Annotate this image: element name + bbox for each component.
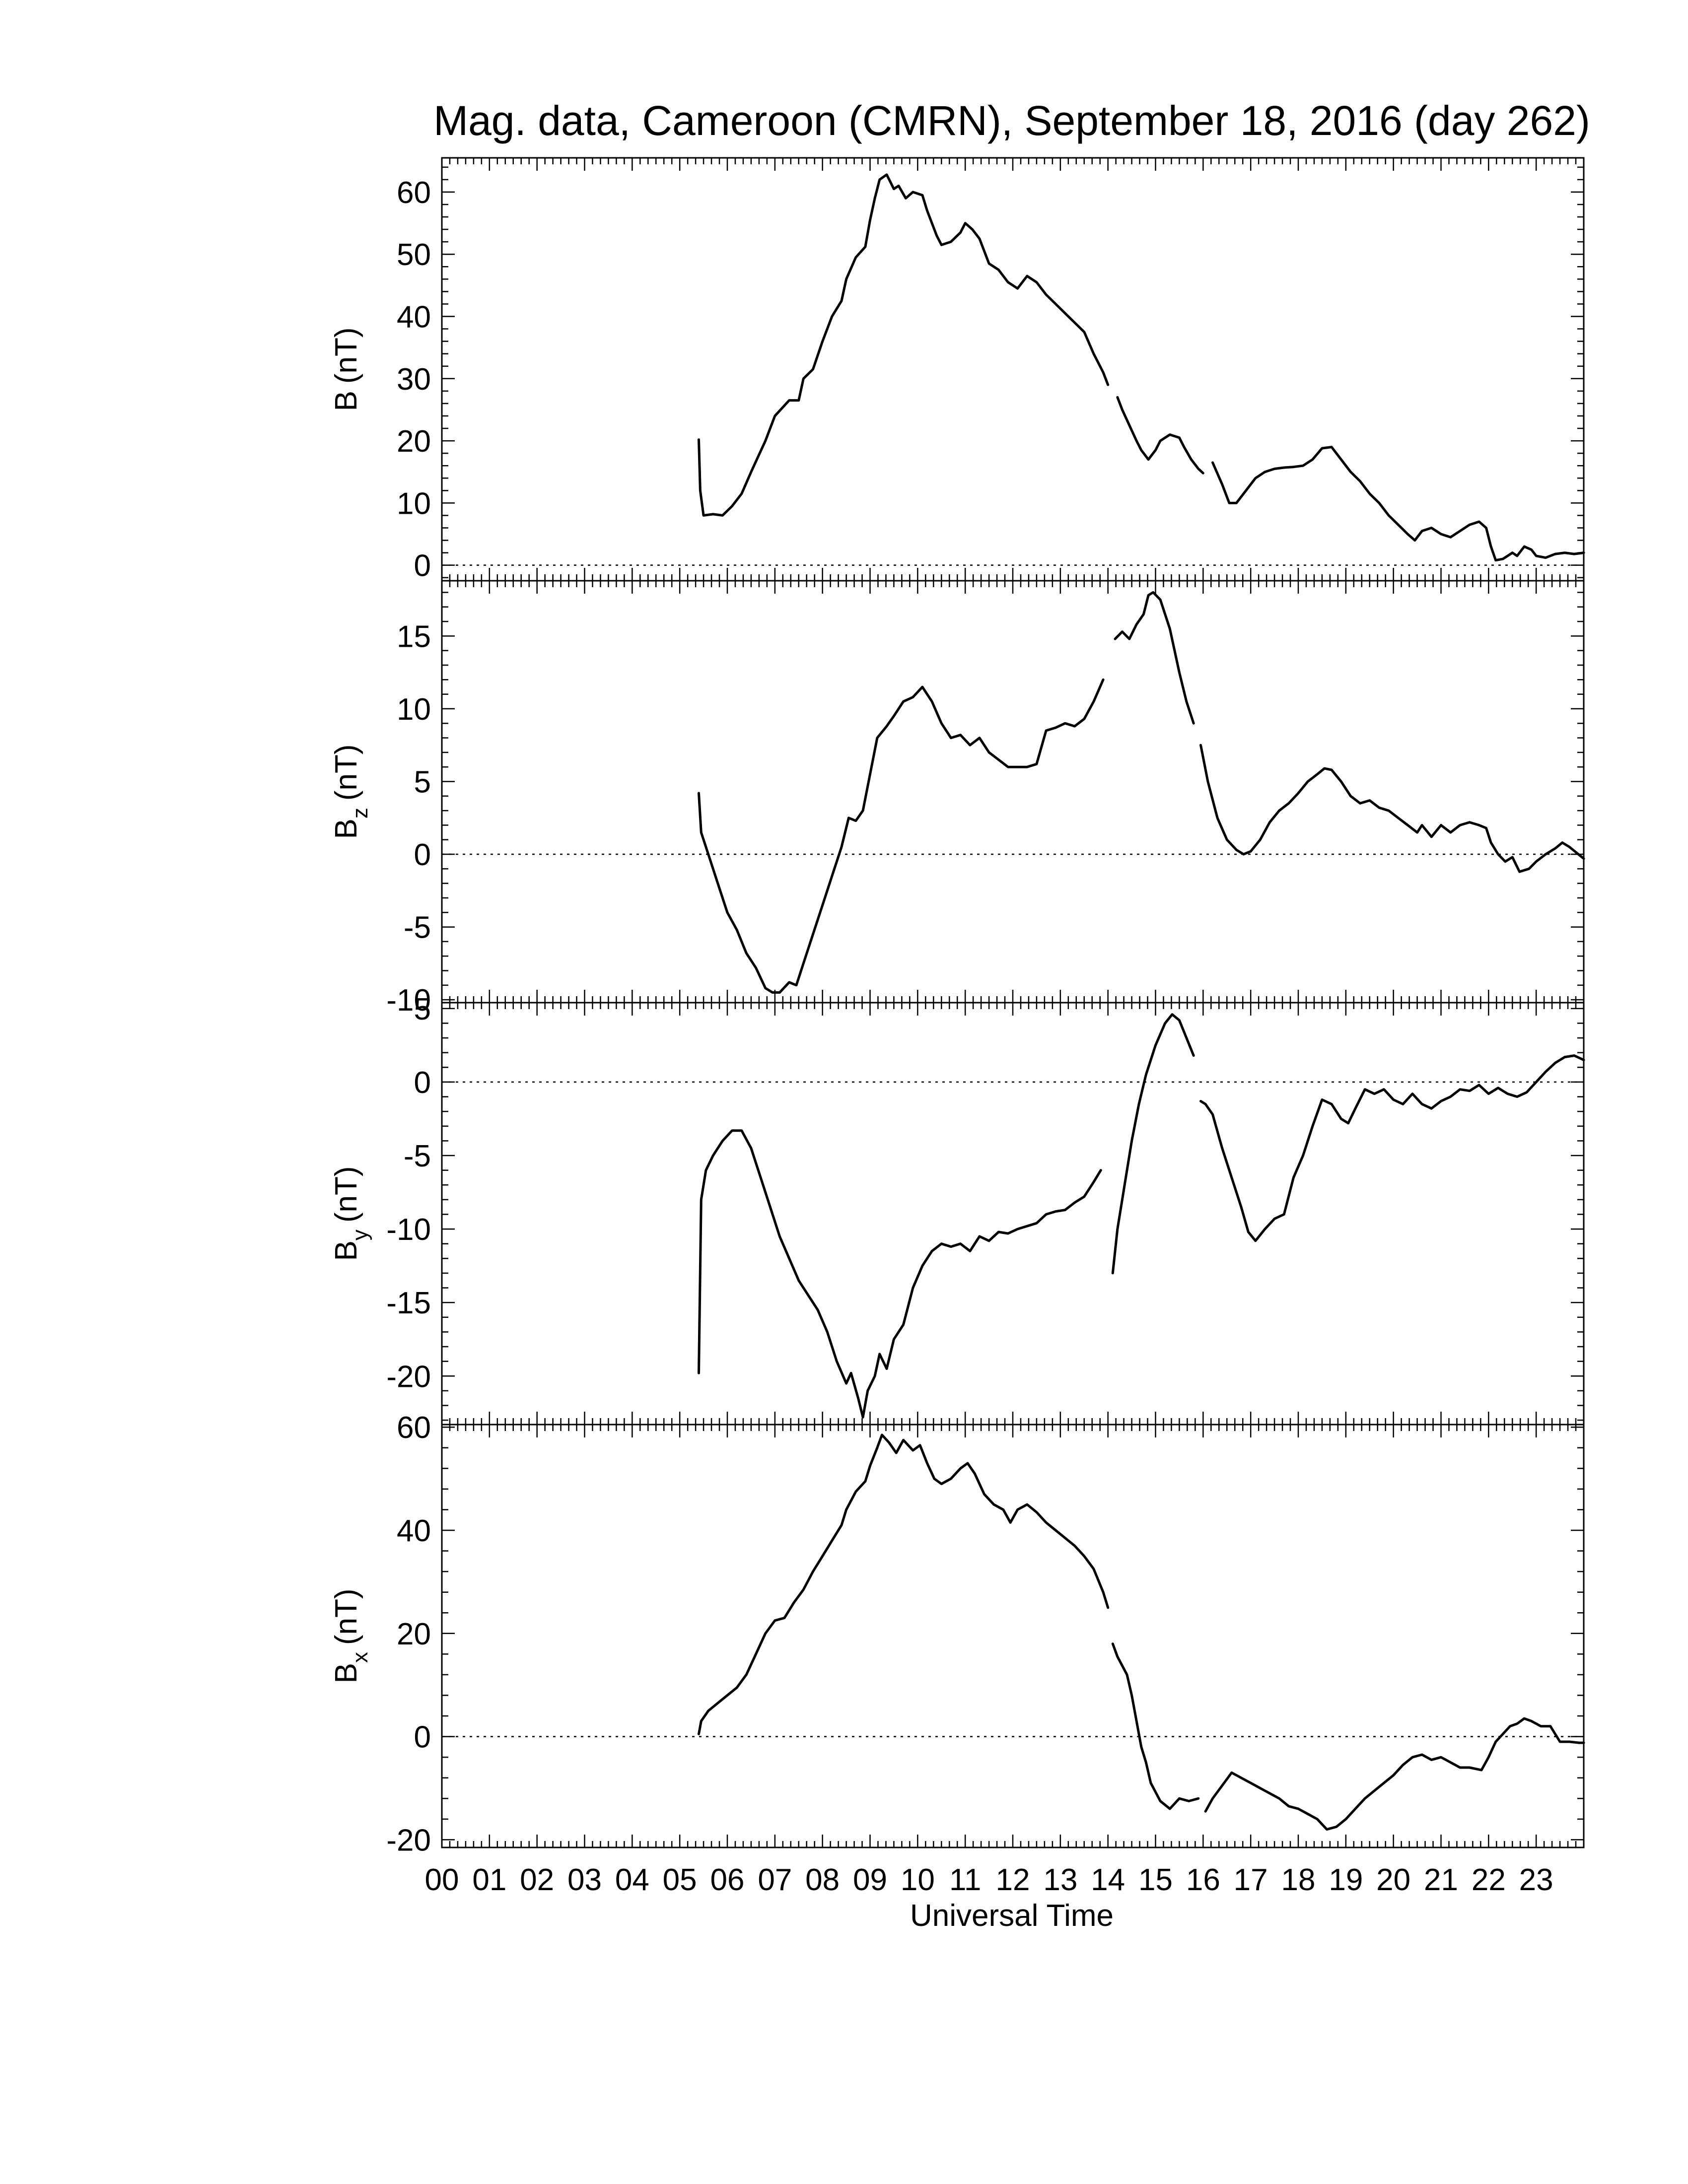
y-axis-title-by: By (nT) <box>329 1166 372 1261</box>
x-tick-label: 02 <box>520 1863 554 1897</box>
y-axis-title-subscript: x <box>348 1652 372 1663</box>
y-tick-label: 5 <box>414 765 431 799</box>
y-axis-title-symbol: B <box>329 819 363 839</box>
x-tick-label: 04 <box>615 1863 649 1897</box>
series-line-bx-segment-0 <box>698 1433 1110 1735</box>
series-line-bz-segment-2 <box>1199 744 1585 873</box>
y-tick-label: 10 <box>397 692 431 727</box>
x-tick-label: 01 <box>472 1863 506 1897</box>
series-line-bx-segment-2 <box>1204 1717 1585 1831</box>
x-tick-label: 05 <box>663 1863 697 1897</box>
x-tick-label: 06 <box>710 1863 745 1897</box>
x-tick-label: 08 <box>805 1863 840 1897</box>
y-tick-label: 20 <box>397 1617 431 1651</box>
x-tick-label: 13 <box>1043 1863 1077 1897</box>
x-tick-label: 19 <box>1329 1863 1363 1897</box>
panel-bx: -20 0 20 40 60 Bx (nT) <box>329 1411 1585 1857</box>
series-line-b-segment-1 <box>1116 396 1204 475</box>
y-tick-label: 30 <box>397 362 431 397</box>
x-tick-label: 03 <box>567 1863 602 1897</box>
y-axis-title-bx: Bx (nT) <box>329 1588 372 1683</box>
x-tick-label: 18 <box>1281 1863 1316 1897</box>
x-axis-ticks <box>441 158 1585 581</box>
y-axis-title-subscript: y <box>348 1229 372 1240</box>
series-line-by-segment-2 <box>1199 1054 1585 1242</box>
x-tick-label: 23 <box>1519 1863 1553 1897</box>
y-tick-label: 0 <box>414 1066 431 1100</box>
y-tick-label: -15 <box>386 1286 431 1320</box>
series-line-b-segment-0 <box>698 173 1110 517</box>
x-tick-label: 16 <box>1186 1863 1220 1897</box>
x-tick-label: 00 <box>425 1863 459 1897</box>
y-tick-label: -20 <box>386 1823 431 1857</box>
y-axis-ticks <box>442 1426 1584 1841</box>
y-axis-title-unit: (nT) <box>329 744 363 801</box>
y-axis-ticks <box>442 592 1584 1001</box>
y-axis-title-bz: Bz (nT) <box>329 744 372 839</box>
x-tick-label: 20 <box>1376 1863 1410 1897</box>
y-axis-title-unit: (nT) <box>329 1166 363 1223</box>
y-axis-title-symbol: B <box>329 391 363 411</box>
y-tick-label: 40 <box>397 300 431 335</box>
y-tick-label: 20 <box>397 424 431 459</box>
x-axis-ticks <box>441 581 1585 1003</box>
y-tick-label: -5 <box>404 1139 431 1173</box>
y-tick-label: 60 <box>397 1411 431 1445</box>
x-tick-label: 22 <box>1472 1863 1506 1897</box>
x-tick-labels: 00 01 02 03 04 05 06 07 08 09 10 11 12 13 14 15 16 17 18 19… <box>425 1863 1553 1897</box>
y-tick-label: -10 <box>386 1213 431 1247</box>
series-line-bz-segment-0 <box>698 678 1105 994</box>
y-axis-title-unit: (nT) <box>329 327 363 384</box>
x-tick-label: 14 <box>1091 1863 1125 1897</box>
chart-title: Mag. data, Cameroon (CMRN), September 18… <box>433 97 1590 144</box>
y-axis-title-symbol: B <box>329 1240 363 1261</box>
x-tick-label: 07 <box>758 1863 792 1897</box>
x-tick-label: 12 <box>996 1863 1030 1897</box>
y-axis-title-symbol: B <box>329 1663 363 1683</box>
x-tick-label: 10 <box>901 1863 935 1897</box>
x-tick-label: 09 <box>853 1863 887 1897</box>
y-axis-ticks <box>442 1008 1584 1421</box>
y-tick-label: 0 <box>414 549 431 583</box>
x-axis-ticks <box>441 1425 1585 1847</box>
series-line-by-segment-0 <box>698 1129 1102 1419</box>
y-tick-label: 60 <box>397 176 431 210</box>
y-tick-label: 5 <box>414 992 431 1026</box>
x-tick-label: 21 <box>1424 1863 1458 1897</box>
x-axis-ticks <box>441 1003 1585 1425</box>
x-tick-label: 11 <box>949 1863 981 1897</box>
panel-b: 0 10 20 30 40 50 60 B (nT) <box>329 157 1585 583</box>
y-tick-label: 50 <box>397 238 431 272</box>
y-tick-label: -20 <box>386 1360 431 1394</box>
y-axis-title-b: B (nT) <box>329 327 363 411</box>
series-line-bz-segment-1 <box>1114 591 1195 725</box>
y-tick-label: -5 <box>404 911 431 945</box>
y-tick-label: 0 <box>414 838 431 872</box>
y-tick-label: 10 <box>397 486 431 521</box>
y-tick-label: 0 <box>414 1720 431 1755</box>
y-tick-label: 15 <box>397 619 431 654</box>
x-tick-label: 17 <box>1234 1863 1268 1897</box>
x-tick-label: 15 <box>1138 1863 1173 1897</box>
y-axis-ticks <box>442 166 1584 578</box>
series-line-by-segment-1 <box>1111 1013 1195 1275</box>
y-tick-label: 40 <box>397 1514 431 1548</box>
series-line-bx-segment-1 <box>1111 1642 1200 1810</box>
y-axis-title-unit: (nT) <box>329 1588 363 1645</box>
y-tick-label: -10 <box>386 983 431 1018</box>
y-axis-title-subscript: z <box>348 808 372 819</box>
series-line-b-segment-2 <box>1211 446 1585 562</box>
x-axis-title: Universal Time <box>910 1899 1114 1933</box>
